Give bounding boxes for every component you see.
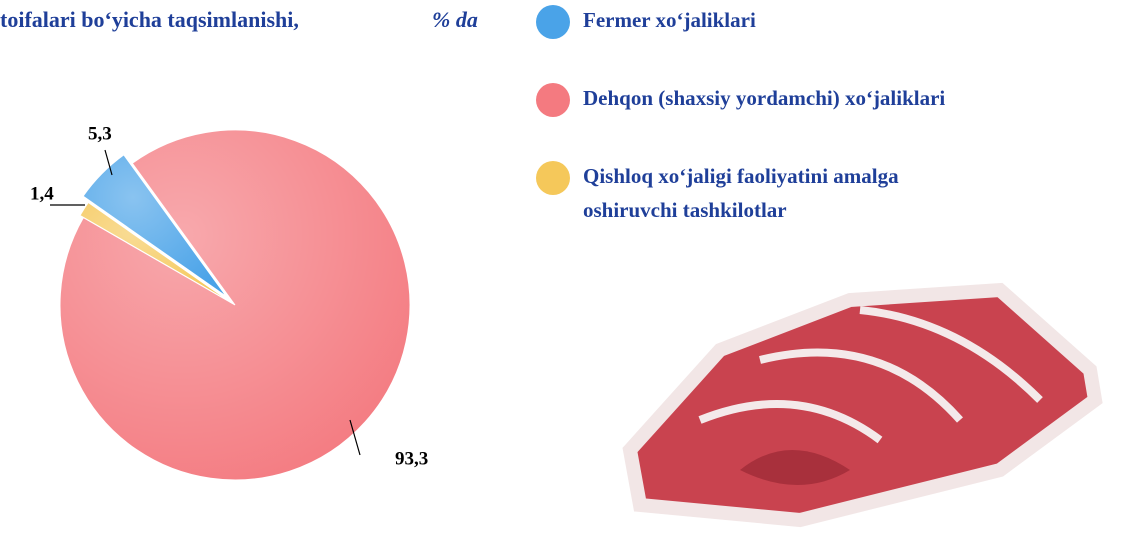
legend: Fermer xo‘jaliklari Dehqon (shaxsiy yorda… <box>536 5 945 222</box>
slice-shine <box>83 154 227 297</box>
legend-label: Dehqon (shaxsiy yordamchi) xo‘jaliklari <box>583 86 945 110</box>
legend-swatch <box>536 5 570 39</box>
leader-line <box>349 419 361 456</box>
slice-shine <box>60 129 411 480</box>
slice-shine <box>80 202 232 303</box>
data-label: 1,4 <box>30 183 54 204</box>
data-label: 5,3 <box>88 123 112 144</box>
data-label: 93,3 <box>395 448 428 469</box>
legend-swatch <box>536 161 570 195</box>
leader-line <box>104 149 113 176</box>
legend-swatch <box>536 83 570 117</box>
pie: 5,3 93,3 1,4 <box>30 123 428 481</box>
chart-title: toifalari bo‘yicha taqsimlanishi, <box>0 7 299 32</box>
chart-subtitle: % da <box>432 7 478 32</box>
legend-label: Fermer xo‘jaliklari <box>583 8 756 32</box>
meat-image <box>622 282 1103 528</box>
legend-label: Qishloq xo‘jaligi faoliyatini amalga oshi… <box>583 164 899 222</box>
